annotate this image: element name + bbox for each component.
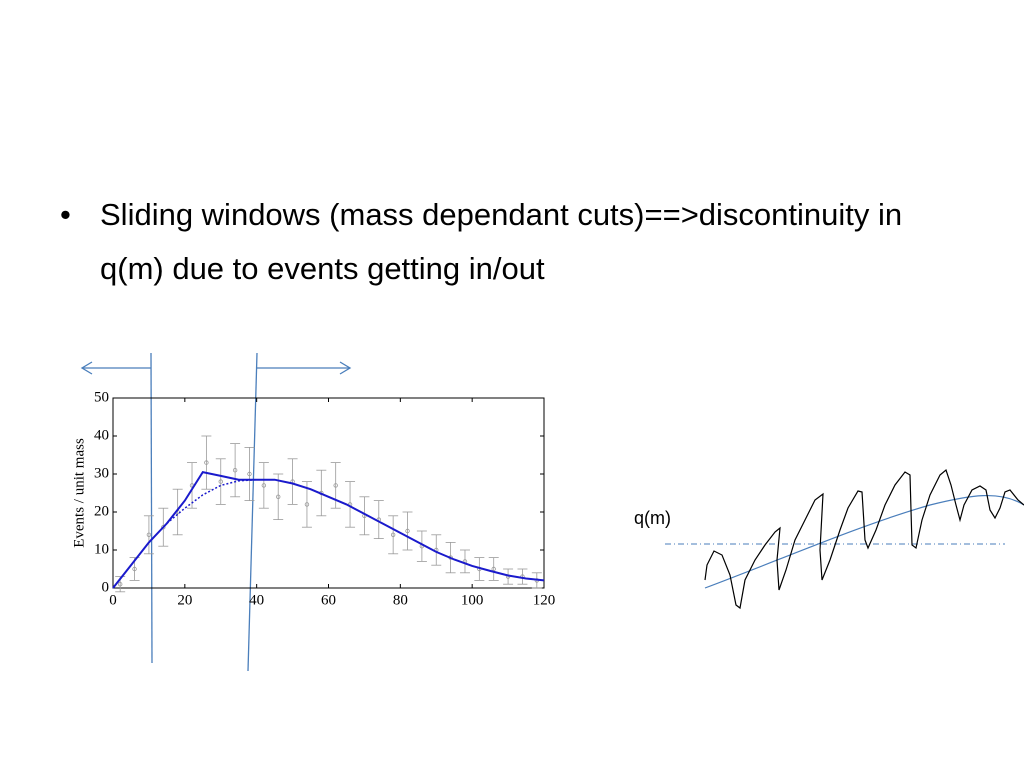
x-tick-label: 80 [393,592,408,608]
x-tick-label: 0 [109,592,117,608]
y-tick-label: 40 [94,427,109,443]
y-tick-label: 0 [102,579,110,595]
fit-line [112,470,545,589]
data-point [333,483,338,488]
qm-curve [704,468,1024,610]
y-tick-label: 10 [94,541,109,557]
y-tick-label: 20 [94,503,109,519]
x-tick-label: 100 [461,592,484,608]
x-tick-label: 20 [177,592,192,608]
data-point [304,502,310,507]
window-markers [80,352,352,672]
q-label: q(m) [634,508,671,528]
data-point [204,460,209,465]
x-tick-label: 60 [321,592,336,608]
data-point [276,494,281,499]
data-point [247,471,252,477]
dotted-line [166,478,257,524]
data-point [146,532,152,537]
y-tick-label: 50 [94,389,109,405]
data-point [161,525,166,530]
data-point [390,532,396,537]
x-tick-label: 40 [249,592,264,608]
data-point [132,566,137,572]
data-point [117,582,123,587]
data-point [232,468,238,473]
y-axis-label: Events / unit mass [71,438,87,548]
data-point [261,483,267,488]
trend-curve [704,495,1024,589]
data-point [405,528,410,534]
x-tick-label: 120 [533,592,556,608]
bullet-text: Sliding windows (mass dependant cuts)==>… [60,188,930,296]
data-point [218,479,223,484]
y-tick-label: 30 [94,465,109,481]
